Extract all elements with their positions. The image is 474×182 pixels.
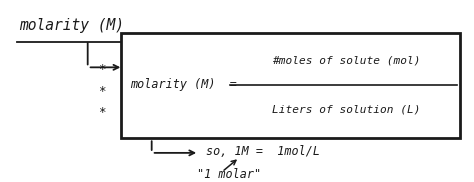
Text: so, 1M =  1mol/L: so, 1M = 1mol/L [206, 145, 320, 158]
Text: "1 molar": "1 molar" [197, 168, 261, 181]
Text: *: * [98, 63, 106, 76]
Text: Liters of solution (L): Liters of solution (L) [272, 104, 420, 114]
FancyBboxPatch shape [121, 33, 460, 138]
Text: molarity (M)  =: molarity (M) = [130, 78, 237, 91]
Text: molarity (M): molarity (M) [19, 18, 124, 33]
Text: #moles of solute (mol): #moles of solute (mol) [272, 55, 420, 65]
Text: *: * [98, 106, 106, 119]
Text: *: * [98, 84, 106, 98]
